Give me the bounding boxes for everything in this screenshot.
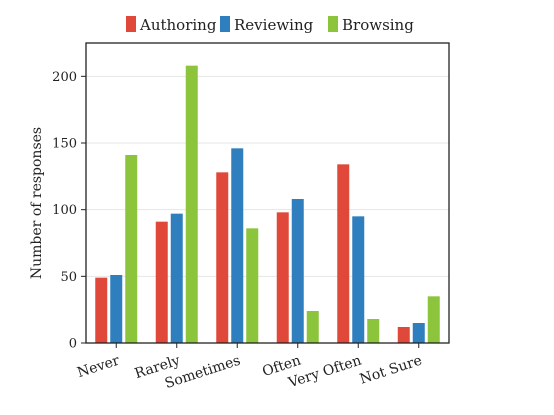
bar-authoring <box>337 164 350 343</box>
y-tick-label: 0 <box>69 337 77 352</box>
legend: Authoring Reviewing Browsing <box>126 16 414 34</box>
bar-reviewing <box>170 213 183 343</box>
bar-browsing <box>306 311 319 343</box>
bar-reviewing <box>231 148 244 343</box>
bar-reviewing <box>110 275 123 343</box>
y-tick-label: 100 <box>52 203 77 218</box>
y-tick-label: 150 <box>52 137 77 152</box>
legend-label-browsing: Browsing <box>342 16 414 34</box>
bar-reviewing <box>352 216 365 343</box>
legend-swatch-browsing <box>328 16 338 32</box>
bars <box>95 65 440 344</box>
legend-label-authoring: Authoring <box>139 16 217 34</box>
bar-reviewing <box>412 323 425 343</box>
bar-browsing <box>185 65 198 344</box>
y-tick-label: 200 <box>52 70 77 85</box>
bar-authoring <box>155 221 168 343</box>
bar-authoring <box>95 277 108 343</box>
bar-reviewing <box>291 199 304 343</box>
bar-authoring <box>397 327 410 343</box>
bar-browsing <box>246 228 259 343</box>
bar-browsing <box>427 296 440 343</box>
gridlines <box>86 75 449 277</box>
y-axis-ticks: 0 50 100 150 200 <box>52 70 86 352</box>
plot-frame <box>85 42 450 344</box>
y-axis-label: Number of responses <box>29 127 45 279</box>
bar-browsing <box>125 155 138 343</box>
legend-swatch-authoring <box>126 16 136 32</box>
bar-authoring <box>216 172 229 343</box>
x-tick-label: Never <box>75 352 122 381</box>
legend-swatch-reviewing <box>220 16 230 32</box>
y-tick-label: 50 <box>60 270 77 285</box>
bar-browsing <box>367 319 380 343</box>
legend-label-reviewing: Reviewing <box>234 16 314 34</box>
bar-authoring <box>276 212 289 343</box>
x-tick-label: Not Sure <box>358 353 424 388</box>
